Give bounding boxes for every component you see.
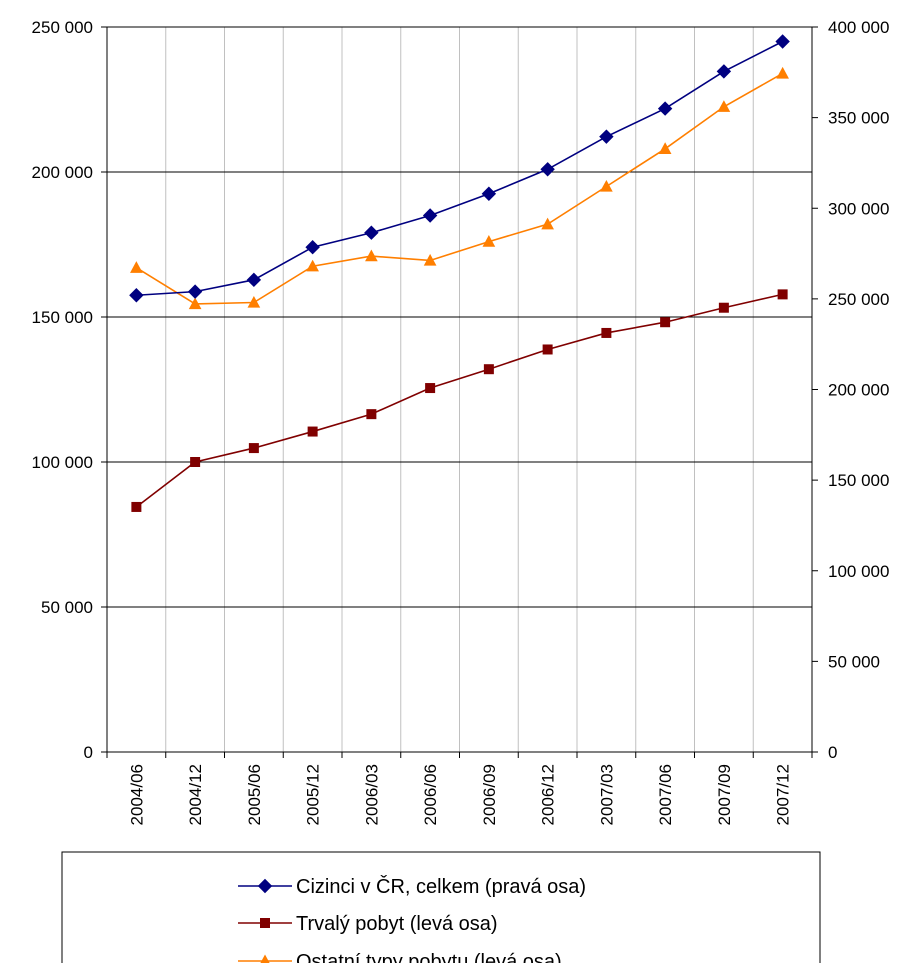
legend-entry: Cizinci v ČR, celkem (pravá osa) — [238, 875, 586, 898]
x-tick-label: 2006/12 — [539, 764, 558, 825]
data-point — [540, 162, 555, 177]
data-point — [305, 240, 320, 255]
right-tick-label: 400 000 — [828, 18, 889, 37]
legend-label: Cizinci v ČR, celkem (pravá osa) — [296, 875, 586, 898]
left-tick-label: 100 000 — [32, 453, 93, 472]
right-tick-label: 50 000 — [828, 652, 880, 671]
data-point — [777, 289, 788, 300]
legend-label: Trvalý pobyt (levá osa) — [296, 913, 498, 935]
legend-entry: Trvalý pobyt (levá osa) — [238, 913, 498, 935]
x-tick-label: 2006/03 — [362, 764, 381, 825]
legend-marker — [260, 918, 270, 928]
data-point — [423, 253, 437, 266]
data-point — [717, 100, 731, 112]
x-tick-label: 2007/12 — [774, 764, 793, 825]
data-point — [542, 344, 553, 355]
series-line — [135, 72, 784, 305]
data-point — [188, 297, 202, 310]
right-tick-label: 250 000 — [828, 290, 889, 309]
x-tick-label: 2007/06 — [656, 764, 675, 825]
data-point — [657, 101, 673, 116]
data-point — [541, 217, 554, 230]
left-tick-label: 200 000 — [32, 163, 93, 182]
data-point — [246, 272, 262, 288]
data-point — [190, 457, 201, 467]
series-square — [131, 289, 788, 512]
data-point — [481, 186, 497, 201]
data-point — [599, 129, 614, 144]
series-triangle — [130, 66, 789, 310]
data-point — [482, 235, 496, 247]
legend-label: Ostatní typy pobytu (levá osa) — [296, 951, 562, 963]
legend-marker — [257, 878, 273, 894]
right-tick-label: 350 000 — [828, 109, 889, 128]
data-point — [131, 501, 142, 512]
series-diamond — [129, 34, 790, 303]
data-point — [366, 409, 377, 420]
x-tick-label: 2005/12 — [304, 764, 323, 825]
data-point — [483, 364, 494, 375]
data-point — [306, 259, 319, 272]
x-tick-label: 2007/09 — [715, 764, 734, 825]
data-point — [775, 34, 790, 49]
series-area — [129, 34, 790, 512]
data-point — [248, 443, 259, 454]
left-tick-label: 50 000 — [41, 598, 93, 617]
x-tick-label: 2006/06 — [421, 764, 440, 825]
axes: 0 50 000 100 000 150 000 200 000 250 000 0 50 0… — [32, 18, 890, 825]
data-point — [716, 64, 732, 79]
data-point — [601, 327, 612, 338]
left-tick-label: 250 000 — [32, 18, 93, 37]
x-tick-label: 2005/06 — [245, 764, 264, 825]
data-point — [130, 261, 143, 273]
left-tick-label: 0 — [84, 743, 93, 762]
data-point — [425, 383, 436, 394]
data-point — [422, 208, 438, 223]
legend-box — [61, 851, 821, 968]
data-point — [658, 142, 672, 154]
data-point — [776, 66, 789, 79]
right-tick-label: 300 000 — [828, 199, 889, 218]
right-tick-label: 100 000 — [828, 562, 889, 581]
data-point — [187, 284, 203, 299]
data-point — [718, 302, 729, 313]
series-line — [136, 40, 783, 297]
x-tick-label: 2004/12 — [186, 764, 205, 825]
data-point — [129, 288, 144, 303]
x-tick-label: 2007/03 — [597, 764, 616, 825]
data-point — [307, 426, 318, 437]
data-point — [365, 249, 378, 262]
right-tick-label: 200 000 — [828, 381, 889, 400]
data-point — [660, 317, 671, 328]
left-tick-label: 150 000 — [32, 308, 93, 327]
x-tick-label: 2004/06 — [127, 764, 146, 825]
data-point — [600, 179, 613, 192]
grid — [107, 26, 812, 752]
series-line — [135, 293, 783, 508]
right-tick-label: 150 000 — [828, 471, 889, 490]
x-tick-label: 2006/09 — [480, 764, 499, 825]
data-point — [364, 225, 379, 240]
right-tick-label: 0 — [828, 743, 837, 762]
legend: Cizinci v ČR, celkem (pravá osa) Trvalý p… — [61, 851, 821, 968]
data-point — [247, 295, 261, 308]
